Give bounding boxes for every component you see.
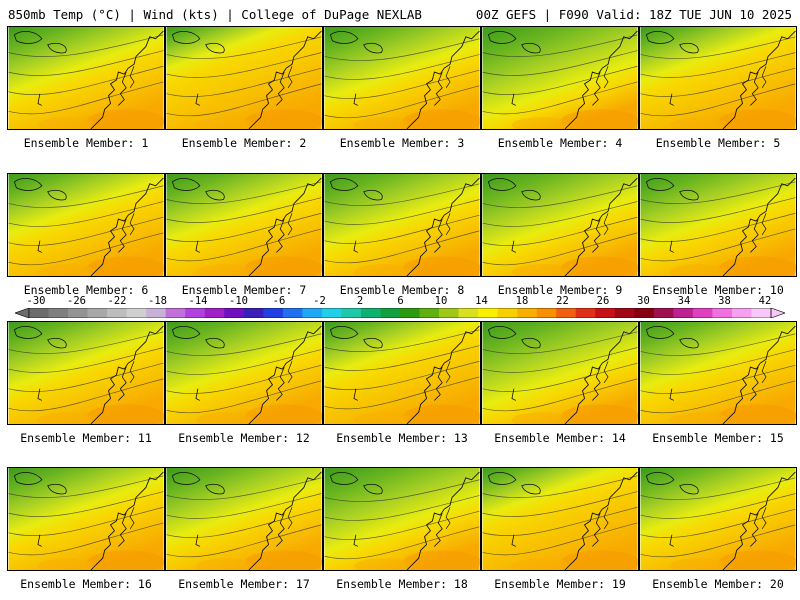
ensemble-map-panel bbox=[481, 467, 639, 571]
temperature-map bbox=[8, 468, 164, 570]
ensemble-map-panel bbox=[165, 321, 323, 425]
ensemble-map-panel bbox=[323, 321, 481, 425]
colorbar-tick-label: -22 bbox=[107, 295, 127, 307]
ensemble-map-panel bbox=[639, 26, 797, 130]
ensemble-member-label: Ensemble Member: 15 bbox=[652, 431, 784, 445]
ensemble-map-panel bbox=[323, 26, 481, 130]
colorbar-tick-label: 6 bbox=[397, 295, 404, 307]
ensemble-member-label: Ensemble Member: 3 bbox=[339, 136, 465, 150]
ensemble-map-panel bbox=[7, 26, 165, 130]
ensemble-map-panel bbox=[7, 321, 165, 425]
ensemble-member-label: Ensemble Member: 1 bbox=[23, 136, 149, 150]
temperature-map bbox=[640, 322, 796, 424]
ensemble-map-panel bbox=[639, 467, 797, 571]
ensemble-member-label: Ensemble Member: 9 bbox=[497, 283, 623, 297]
ensemble-member-label: Ensemble Member: 5 bbox=[655, 136, 781, 150]
ensemble-map-panel bbox=[165, 173, 323, 277]
ensemble-map-panel bbox=[639, 173, 797, 277]
temperature-map bbox=[166, 468, 322, 570]
colorbar-tick-label: 2 bbox=[356, 295, 364, 307]
run-valid-time: 00Z GEFS | F090 Valid: 18Z TUE JUN 10 20… bbox=[475, 7, 792, 22]
temperature-map bbox=[8, 322, 164, 424]
ensemble-member-label: Ensemble Member: 4 bbox=[497, 136, 623, 150]
map-title: 850mb Temp (°C) | Wind (kts) | College o… bbox=[8, 7, 422, 22]
ensemble-member-label: Ensemble Member: 12 bbox=[178, 431, 310, 445]
colorbar-tick-label: 10 bbox=[434, 295, 448, 307]
colorbar-tick-label: -26 bbox=[67, 295, 86, 307]
ensemble-member-label: Ensemble Member: 2 bbox=[181, 136, 307, 150]
ensemble-member-label: Ensemble Member: 20 bbox=[652, 577, 784, 591]
ensemble-map-panel bbox=[481, 26, 639, 130]
temperature-map bbox=[640, 174, 796, 276]
temperature-map bbox=[8, 174, 164, 276]
ensemble-map-panel bbox=[323, 173, 481, 277]
ensemble-member-label: Ensemble Member: 11 bbox=[20, 431, 152, 445]
ensemble-member-label: Ensemble Member: 8 bbox=[339, 283, 465, 297]
colorbar-tick-label: 34 bbox=[677, 295, 691, 307]
temperature-map bbox=[166, 322, 322, 424]
temperature-map bbox=[324, 27, 480, 129]
colorbar-tick-label: -6 bbox=[272, 295, 286, 307]
temperature-map bbox=[482, 27, 638, 129]
temperature-colorbar bbox=[15, 308, 785, 318]
colorbar-tick-label: -10 bbox=[229, 295, 248, 307]
colorbar-tick-label: -18 bbox=[148, 295, 167, 307]
ensemble-member-label: Ensemble Member: 17 bbox=[178, 577, 310, 591]
ensemble-member-label: Ensemble Member: 14 bbox=[494, 431, 626, 445]
colorbar-tick-label: 30 bbox=[637, 295, 650, 307]
ensemble-member-label: Ensemble Member: 6 bbox=[23, 283, 149, 297]
colorbar-tick-label: 22 bbox=[556, 295, 569, 307]
colorbar-tick-label: -14 bbox=[188, 295, 208, 307]
temperature-map bbox=[640, 468, 796, 570]
temperature-map bbox=[640, 27, 796, 129]
ensemble-member-label: Ensemble Member: 10 bbox=[652, 283, 784, 297]
temperature-map bbox=[324, 322, 480, 424]
temperature-map bbox=[8, 27, 164, 129]
ensemble-member-label: Ensemble Member: 13 bbox=[336, 431, 468, 445]
temperature-map bbox=[166, 27, 322, 129]
colorbar-tick-label: 38 bbox=[718, 295, 731, 307]
ensemble-map-panel bbox=[7, 173, 165, 277]
ensemble-map-panel bbox=[481, 321, 639, 425]
temperature-map bbox=[482, 468, 638, 570]
colorbar-tick-label: 26 bbox=[596, 295, 610, 307]
temperature-map bbox=[482, 174, 638, 276]
temperature-map bbox=[324, 174, 480, 276]
ensemble-map-panel bbox=[165, 467, 323, 571]
ensemble-map-panel bbox=[7, 467, 165, 571]
colorbar-tick-label: 14 bbox=[475, 295, 488, 307]
ensemble-map-panel bbox=[323, 467, 481, 571]
ensemble-member-label: Ensemble Member: 7 bbox=[181, 283, 307, 297]
ensemble-map-panel bbox=[481, 173, 639, 277]
colorbar-tick-label: 18 bbox=[515, 295, 529, 307]
colorbar-tick-label: 42 bbox=[758, 295, 772, 307]
colorbar-labels: -30 -26 -22 -18 -14 -10 -6 -2 2 6 10 14 18 22 26 30 34 38… bbox=[0, 295, 800, 309]
colorbar-tick-label: -2 bbox=[313, 295, 326, 307]
colorbar-tick-label: -30 bbox=[26, 295, 46, 307]
temperature-map bbox=[166, 174, 322, 276]
ensemble-member-label: Ensemble Member: 18 bbox=[336, 577, 468, 591]
temperature-map bbox=[482, 322, 638, 424]
ensemble-member-label: Ensemble Member: 19 bbox=[494, 577, 626, 591]
ensemble-map-panel bbox=[165, 26, 323, 130]
temperature-map bbox=[324, 468, 480, 570]
ensemble-member-label: Ensemble Member: 16 bbox=[20, 577, 152, 591]
ensemble-map-panel bbox=[639, 321, 797, 425]
